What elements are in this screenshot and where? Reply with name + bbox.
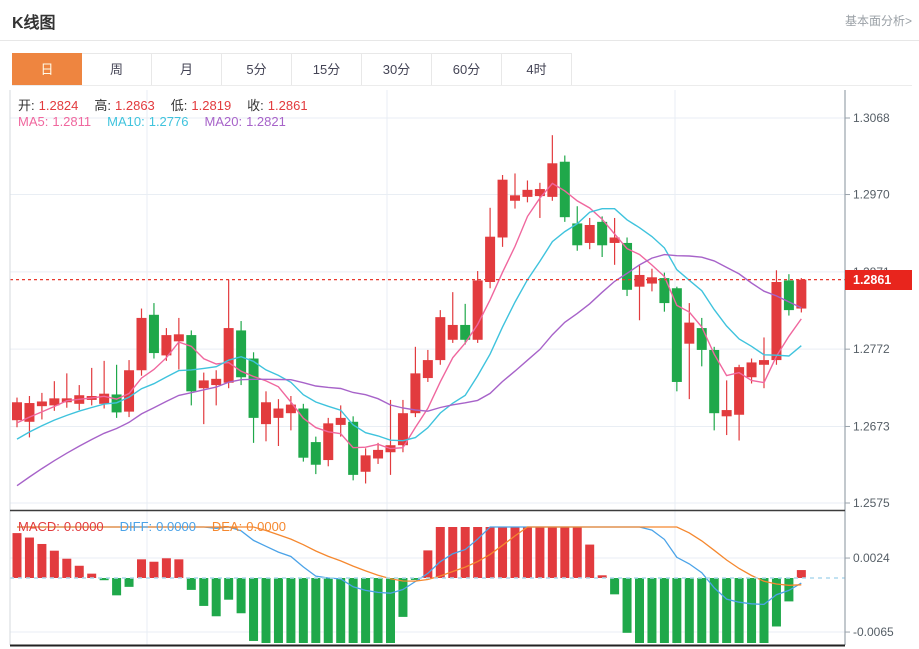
tab-30min[interactable]: 30分 xyxy=(362,53,432,86)
svg-text:-0.0065: -0.0065 xyxy=(853,625,894,639)
macd-dea-line xyxy=(17,526,802,586)
ohlc-label: 收: xyxy=(247,98,264,113)
ma-label: MA20: xyxy=(204,114,243,129)
macd-label: DEA: xyxy=(211,519,243,534)
current-price-badge: 1.2861 xyxy=(845,270,912,290)
fundamental-analysis-link[interactable]: 基本面分析> xyxy=(844,14,912,28)
candles xyxy=(12,135,807,484)
ma10-line xyxy=(16,207,802,442)
svg-text:1.3068: 1.3068 xyxy=(853,111,890,125)
ma5-line xyxy=(16,182,802,450)
svg-text:1.2673: 1.2673 xyxy=(853,419,890,433)
macd-histogram xyxy=(12,527,806,643)
ohlc-label: 低: xyxy=(170,98,188,113)
ohlc-label: 高: xyxy=(94,98,112,113)
tabbar-underline xyxy=(12,85,912,86)
ma-value: 1.2811 xyxy=(52,114,92,129)
interval-tabbar: 日周月 5分 15分 30分 60分 4时 xyxy=(12,53,572,86)
axis-labels: 1.30681.29701.28711.27721.26731.25750.00… xyxy=(845,111,894,639)
ohlc-label: 开: xyxy=(18,98,35,113)
header-divider xyxy=(0,40,919,41)
ohlc-value: 1.2863 xyxy=(115,98,155,113)
ma-value: 1.2821 xyxy=(246,114,286,129)
svg-text:1.2772: 1.2772 xyxy=(853,342,890,356)
tab-day[interactable]: 日 xyxy=(12,53,82,86)
axes xyxy=(9,90,846,647)
svg-text:1.2970: 1.2970 xyxy=(853,188,890,202)
ohlc-value: 1.2819 xyxy=(191,98,232,113)
ma20-line xyxy=(16,253,802,487)
tab-month[interactable]: 月 xyxy=(152,53,222,86)
ma-value: 1.2776 xyxy=(148,114,189,129)
svg-text:0.0024: 0.0024 xyxy=(853,551,890,565)
ohlc-value: 1.2824 xyxy=(38,98,79,113)
page-title: K线图 xyxy=(12,15,56,32)
macd-value: 0.0000 xyxy=(63,519,104,534)
macd-label: DIFF: xyxy=(119,519,153,534)
ohlc-value: 1.2861 xyxy=(267,98,308,113)
macd-readout: MACD: 0.0000 DIFF: 0.0000 DEA: 0.0000 xyxy=(18,519,302,534)
svg-text:1.2575: 1.2575 xyxy=(853,496,890,510)
macd-diff-line xyxy=(17,526,802,606)
macd-value: 0.0000 xyxy=(156,519,196,534)
macd-label: MACD: xyxy=(18,519,60,534)
tab-60min[interactable]: 60分 xyxy=(432,53,502,86)
tab-5min[interactable]: 5分 xyxy=(222,53,292,86)
ma-label: MA10: xyxy=(107,114,145,129)
ohlc-readout: 开: 1.2824 高: 1.2863 低: 1.2819 收: 1.2861 xyxy=(18,95,324,114)
ma-readout: MA5: 1.2811 MA10: 1.2776 MA20: 1.2821 xyxy=(18,114,302,129)
macd-value: 0.0000 xyxy=(246,519,287,534)
ma-label: MA5: xyxy=(18,114,49,129)
